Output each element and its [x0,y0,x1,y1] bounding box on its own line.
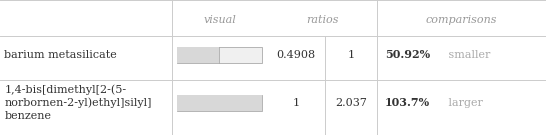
Bar [177,47,262,63]
Bar [177,94,262,111]
Text: smaller: smaller [446,50,491,60]
Text: ratios: ratios [306,15,339,25]
Text: barium metasilicate: barium metasilicate [4,50,117,60]
Text: 50.92%: 50.92% [385,49,430,60]
Text: 1,4-bis[dimethyl[2-(5-
norbornen-2-yl)ethyl]silyl]
benzene: 1,4-bis[dimethyl[2-(5- norbornen-2-yl)et… [4,84,152,121]
Text: 103.7%: 103.7% [385,97,430,108]
Text: larger: larger [446,98,483,108]
Text: 1: 1 [293,98,300,108]
Text: 1: 1 [347,50,354,60]
Text: 2.037: 2.037 [335,98,367,108]
Text: visual: visual [204,15,236,25]
Text: 0.4908: 0.4908 [277,50,316,60]
Bar [177,94,262,111]
Text: comparisons: comparisons [426,15,497,25]
Bar [177,47,219,63]
